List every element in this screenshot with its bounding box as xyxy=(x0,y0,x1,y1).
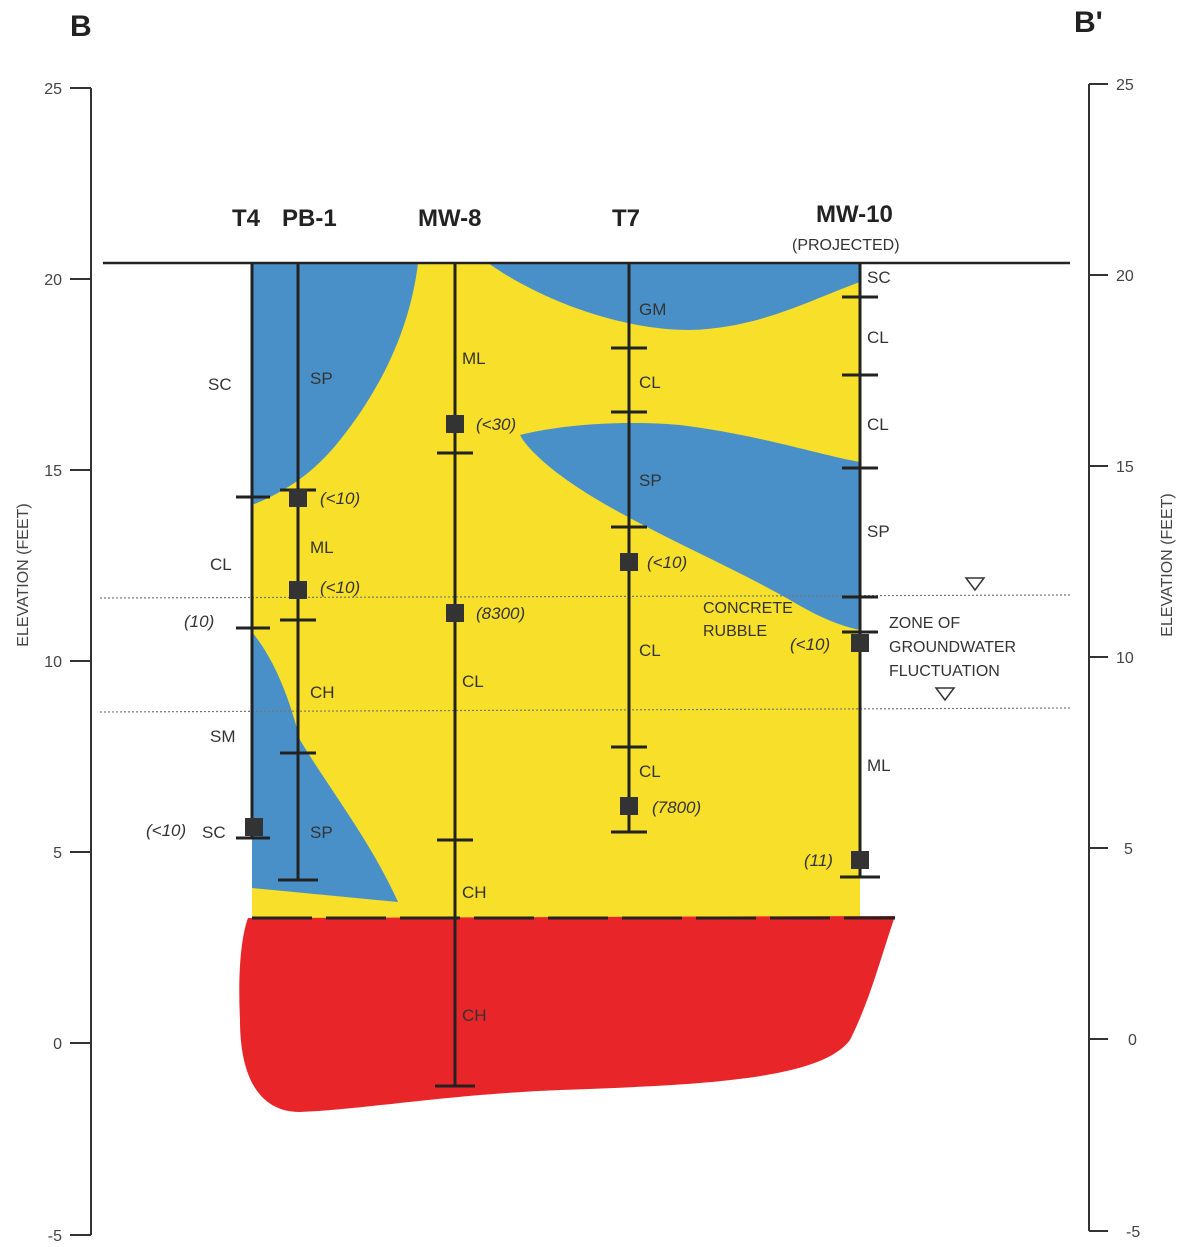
groundwater-zone-line2: GROUNDWATER xyxy=(889,639,1016,656)
conc-t7-2: (7800) xyxy=(652,798,701,817)
right-tick-0: 0 xyxy=(1128,1032,1137,1049)
right-elevation-axis xyxy=(1088,83,1108,1232)
soil-t7-gm: GM xyxy=(639,300,666,319)
sample-pb1-1 xyxy=(289,489,307,507)
soil-t4-cl: CL xyxy=(210,555,232,574)
boring-log-mw8 xyxy=(435,263,475,1088)
conc-mw8-1: (<30) xyxy=(476,415,516,434)
soil-t7-cl-1: CL xyxy=(639,373,661,392)
sample-mw8-1 xyxy=(446,415,464,433)
soil-pb1-sp-top: SP xyxy=(310,369,333,388)
left-tick-minus5: -5 xyxy=(48,1228,62,1245)
soil-mw10-sc: SC xyxy=(867,268,891,287)
soil-pb1-ch: CH xyxy=(310,683,335,702)
section-label-left: B xyxy=(70,10,92,43)
sand-zone-lower-left xyxy=(252,632,398,902)
sample-t7-2 xyxy=(620,797,638,815)
sand-zone-sp-wedge xyxy=(520,423,860,630)
left-tick-0: 0 xyxy=(53,1036,62,1053)
conc-mw10-1: (<10) xyxy=(790,635,830,654)
boring-header-t4: T4 xyxy=(232,205,261,232)
left-tick-15: 15 xyxy=(44,463,62,480)
concentration-labels: (10) (<10) (<10) (<10) (<30) (8300) (<10… xyxy=(146,415,833,870)
boring-header-mw8: MW-8 xyxy=(418,205,482,232)
right-tick-minus5: -5 xyxy=(1126,1224,1140,1241)
left-elevation-axis xyxy=(70,87,92,1236)
concrete-rubble-line2: RUBBLE xyxy=(703,623,767,640)
soil-pb1-sp-bottom: SP xyxy=(310,823,333,842)
soil-t4-sc-top: SC xyxy=(208,375,232,394)
soil-t7-cl-3: CL xyxy=(639,762,661,781)
soil-mw8-cl: CL xyxy=(462,672,484,691)
boring-projected-note: (PROJECTED) xyxy=(792,237,900,254)
sample-mw10-1 xyxy=(851,634,869,652)
water-table-low-icon xyxy=(934,687,956,702)
conc-t4-2: (<10) xyxy=(146,821,186,840)
sample-mw10-2 xyxy=(851,851,869,869)
sample-t7-1 xyxy=(620,553,638,571)
left-tick-10: 10 xyxy=(44,654,62,671)
boring-log-t7 xyxy=(611,263,647,834)
concrete-rubble-line1: CONCRETE xyxy=(703,600,793,617)
right-axis-tick-labels: 25 20 15 10 5 0 -5 xyxy=(1116,77,1140,1241)
soil-labels: SC CL SM SC SP ML CH SP ML CL CH CH GM C… xyxy=(202,268,891,1025)
left-axis-tick-labels: 25 20 15 10 5 0 -5 xyxy=(44,81,62,1245)
boring-header-t7: T7 xyxy=(612,205,640,232)
left-tick-25: 25 xyxy=(44,81,62,98)
fat-clay-zone xyxy=(239,916,896,1112)
groundwater-low-line xyxy=(99,707,1071,713)
groundwater-high-line xyxy=(99,594,1071,599)
soil-t7-cl-2: CL xyxy=(639,641,661,660)
soil-pb1-ml: ML xyxy=(310,538,334,557)
conc-t7-1: (<10) xyxy=(647,553,687,572)
boring-log-t4 xyxy=(236,263,270,840)
soil-mw10-cl-2: CL xyxy=(867,415,889,434)
left-tick-20: 20 xyxy=(44,272,62,289)
soil-t7-sp: SP xyxy=(639,471,662,490)
conc-pb1-2: (<10) xyxy=(320,578,360,597)
soil-mw8-ch: CH xyxy=(462,883,487,902)
soil-t4-sc-bottom: SC xyxy=(202,823,226,842)
water-table-high-icon xyxy=(964,577,986,592)
left-axis-title: ELEVATION (FEET) xyxy=(15,503,32,646)
boring-log-mw10 xyxy=(840,263,880,879)
groundwater-zone-line1: ZONE OF xyxy=(889,615,960,632)
sand-zone-upper-left xyxy=(252,263,418,505)
soil-mw8-ch-deep: CH xyxy=(462,1006,487,1025)
conc-mw10-2: (11) xyxy=(804,851,833,870)
left-tick-5: 5 xyxy=(53,845,62,862)
sand-zone-gm-lens xyxy=(488,263,860,330)
boring-header-mw10: MW-10 xyxy=(816,201,893,228)
right-tick-5: 5 xyxy=(1124,841,1133,858)
sample-t4-1 xyxy=(245,818,263,836)
sample-pb1-2 xyxy=(289,581,307,599)
right-tick-15: 15 xyxy=(1116,459,1134,476)
sample-mw8-2 xyxy=(446,604,464,622)
soil-mw10-cl-1: CL xyxy=(867,328,889,347)
sample-markers xyxy=(245,415,869,869)
boring-header-pb1: PB-1 xyxy=(282,205,337,232)
conc-mw8-2: (8300) xyxy=(476,604,525,623)
right-tick-20: 20 xyxy=(1116,268,1134,285)
silt-clay-fill xyxy=(252,263,860,918)
conc-t4-1: (10) xyxy=(184,612,214,631)
soil-mw10-ml: ML xyxy=(867,756,891,775)
soil-t4-sm: SM xyxy=(210,727,236,746)
conc-pb1-1: (<10) xyxy=(320,489,360,508)
boring-log-pb1 xyxy=(278,263,318,882)
soil-mw8-ml: ML xyxy=(462,349,486,368)
section-label-right: B' xyxy=(1074,6,1103,39)
right-tick-25: 25 xyxy=(1116,77,1134,94)
soil-mw10-sp: SP xyxy=(867,522,890,541)
groundwater-zone-line3: FLUCTUATION xyxy=(889,663,1000,680)
right-tick-10: 10 xyxy=(1116,650,1134,667)
right-axis-title: ELEVATION (FEET) xyxy=(1159,493,1176,636)
